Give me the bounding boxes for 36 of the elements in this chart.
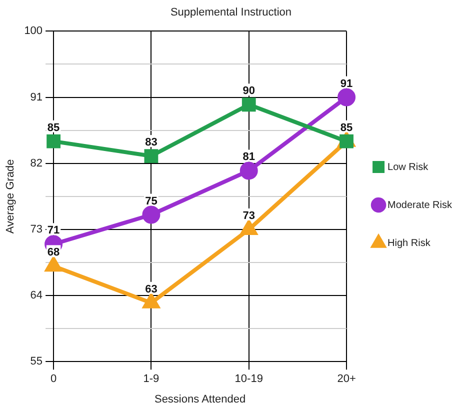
data-label: 68: [47, 246, 60, 259]
point: [242, 98, 256, 112]
point: [338, 88, 356, 106]
point: [240, 220, 257, 235]
point: [45, 257, 62, 272]
y-tick-label: 73: [30, 223, 43, 236]
legend-label: Low Risk: [388, 162, 430, 173]
x-tick-label: 20+: [337, 373, 356, 386]
data-label: 83: [145, 136, 158, 149]
point: [142, 206, 160, 224]
chart-title: Supplemental Instruction: [170, 6, 292, 19]
y-axis-title: Average Grade: [4, 159, 17, 234]
data-label: 75: [145, 195, 158, 208]
y-tick-label: 82: [30, 157, 43, 170]
legend-label: Moderate Risk: [388, 200, 453, 211]
x-tick-label: 1-9: [143, 373, 160, 386]
y-tick-label: 91: [30, 91, 43, 104]
data-label: 63: [145, 283, 158, 296]
legend-label: High Risk: [388, 238, 432, 249]
point: [46, 134, 61, 148]
data-label: 90: [242, 85, 255, 98]
y-tick-label: 55: [30, 356, 43, 368]
x-tick-label: 10-19: [234, 373, 263, 386]
data-label: 71: [47, 224, 60, 237]
x-axis-title: Sessions Attended: [154, 393, 246, 406]
data-label: 85: [47, 122, 60, 134]
point: [240, 162, 258, 180]
x-tick-label: 0: [50, 373, 57, 386]
point: [143, 294, 160, 308]
y-tick-label: 100: [24, 25, 43, 38]
point: [144, 149, 158, 163]
data-label: 91: [340, 78, 353, 90]
data-label: 85: [340, 122, 353, 134]
data-label: 81: [242, 151, 255, 164]
data-label: 73: [242, 210, 255, 222]
y-tick-label: 64: [30, 290, 43, 302]
